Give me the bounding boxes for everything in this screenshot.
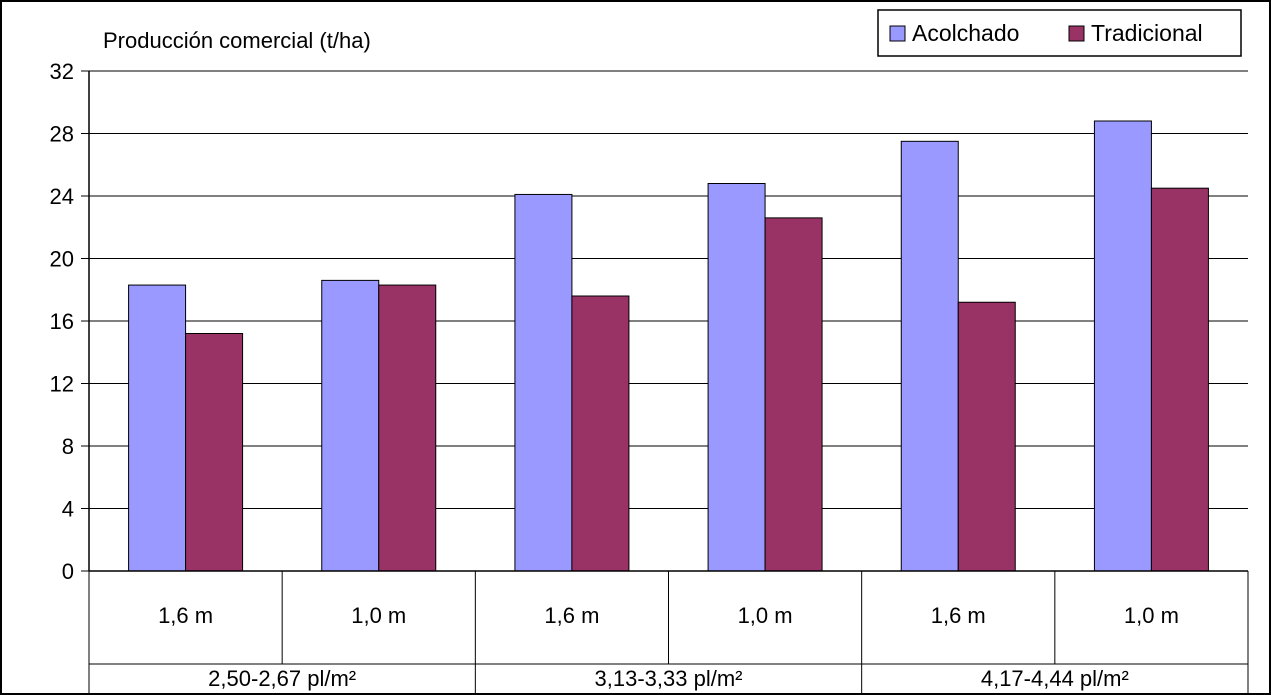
axes: [81, 70, 1249, 695]
legend-swatch-acolchado: [889, 25, 906, 42]
y-tick-label: 16: [50, 309, 74, 334]
bar-tradicional: [764, 217, 823, 572]
y-tick-label: 28: [50, 122, 74, 147]
legend: Acolchado Tradicional: [877, 9, 1242, 57]
y-tick-label: 20: [50, 247, 74, 272]
legend-label-acolchado: Acolchado: [912, 20, 1019, 46]
y-tick-label: 24: [50, 184, 74, 209]
y-tick-label: 0: [62, 559, 74, 584]
y-tick-label: 8: [62, 434, 74, 459]
x-category-label: 1,6 m: [158, 603, 213, 628]
x-group-label: 3,13-3,33 pl/m²: [595, 666, 743, 691]
legend-box: [877, 9, 1242, 57]
x-group-label: 4,17-4,44 pl/m²: [981, 666, 1129, 691]
x-category-label: 1,0 m: [1124, 603, 1179, 628]
bars: [128, 120, 1209, 572]
x-category-label: 1,6 m: [931, 603, 986, 628]
bar-acolchado: [128, 284, 187, 572]
x-category-label: 1,0 m: [738, 603, 793, 628]
bar-tradicional: [957, 301, 1016, 572]
gridlines: [89, 70, 1248, 509]
x-group-label: 2,50-2,67 pl/m²: [208, 666, 356, 691]
bar-acolchado: [321, 279, 380, 572]
legend-label-tradicional: Tradicional: [1091, 20, 1203, 46]
bar-tradicional: [571, 295, 630, 572]
bar-tradicional: [378, 284, 437, 572]
bar-tradicional: [185, 333, 244, 572]
x-category-label: 1,6 m: [544, 603, 599, 628]
bar-acolchado: [707, 183, 766, 572]
y-tick-labels: 0 4 8 12 16 20 24 28 32: [50, 59, 74, 584]
legend-swatch-tradicional: [1068, 25, 1085, 42]
y-tick-label: 12: [50, 372, 74, 397]
x-category-labels: 1,6 m 1,0 m 1,6 m 1,0 m 1,6 m 1,0 m 2,50-2,67 …: [158, 603, 1179, 691]
bar-acolchado: [514, 193, 573, 572]
y-tick-label: 4: [62, 497, 74, 522]
bar-tradicional: [1150, 187, 1209, 572]
bar-acolchado: [900, 140, 959, 572]
y-tick-label: 32: [50, 59, 74, 84]
x-category-label: 1,0 m: [351, 603, 406, 628]
bar-acolchado: [1093, 120, 1152, 572]
y-axis-title: Producción comercial (t/ha): [103, 28, 371, 53]
